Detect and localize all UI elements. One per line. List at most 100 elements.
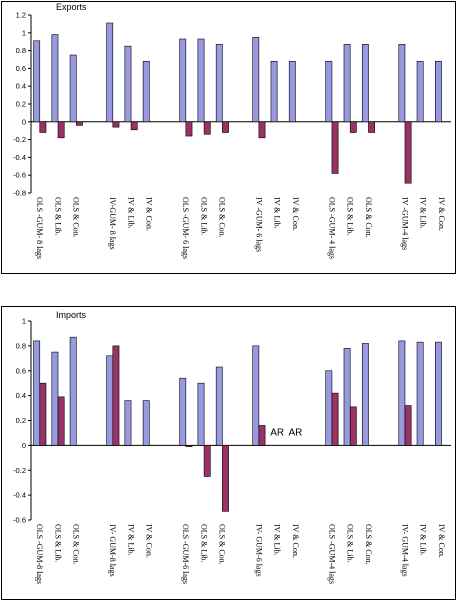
bar-series2 bbox=[39, 382, 47, 446]
y-tick-label: -0.4 bbox=[13, 491, 26, 500]
imports-chart: Imports -0.6 -0.4 -0.2 0 0.2 0.4 0.6 0.8 1 OLS -GU… bbox=[13, 310, 451, 584]
bar-series1 bbox=[51, 351, 59, 446]
category-label: OLS & Con. bbox=[72, 524, 81, 565]
bar-series2 bbox=[258, 425, 266, 446]
category-label: IV- GUM-6 lags bbox=[254, 524, 263, 577]
y-tick-label: -0.8 bbox=[13, 189, 26, 198]
y-tick-label: 0 bbox=[22, 441, 26, 450]
bar-series2 bbox=[258, 121, 266, 139]
bar-series1 bbox=[416, 341, 424, 446]
y-tick-label: 0.2 bbox=[16, 416, 26, 425]
bar-series1 bbox=[215, 366, 223, 446]
y-tick-label: 0.8 bbox=[16, 46, 26, 55]
category-label: OLS -GUM- 6 lags bbox=[181, 197, 190, 259]
y-tick-label: 1 bbox=[22, 317, 26, 326]
category-label: OLS -GUM- 4 lags bbox=[327, 197, 336, 259]
bar-series1 bbox=[51, 34, 59, 123]
bar-series1 bbox=[179, 377, 187, 446]
category-label: IV & Con. bbox=[145, 524, 154, 558]
y-tick-label: -0.2 bbox=[13, 135, 26, 144]
category-label: IV-GUM- 8 lags bbox=[108, 197, 117, 250]
exports-chart-frame bbox=[1, 1, 456, 274]
bar-series2 bbox=[222, 445, 229, 512]
y-tick-label: -0.2 bbox=[13, 466, 26, 475]
imports-chart-title: Imports bbox=[56, 310, 87, 320]
category-label: OLS -GUM-8 lags bbox=[35, 524, 44, 584]
bar-series2 bbox=[203, 121, 211, 135]
bar-series1 bbox=[124, 400, 132, 446]
bar-series2 bbox=[331, 392, 339, 446]
bar-series1 bbox=[179, 38, 187, 123]
bar-series2 bbox=[222, 121, 229, 133]
y-tick-label: 0.4 bbox=[16, 82, 26, 91]
category-label: IV & Lib. bbox=[126, 524, 135, 556]
bar-series1 bbox=[142, 400, 150, 446]
category-label: OLS & Con. bbox=[218, 524, 227, 565]
bar-series1 bbox=[106, 355, 114, 446]
bar-series1 bbox=[416, 60, 424, 123]
y-tick-label: -0.6 bbox=[13, 171, 26, 180]
bar-series2 bbox=[368, 121, 375, 133]
bar-series2 bbox=[130, 121, 138, 131]
y-tick-label: 1 bbox=[22, 28, 26, 37]
y-tick-label: 0 bbox=[22, 117, 26, 126]
bar-series2 bbox=[349, 121, 357, 133]
bar-series1 bbox=[142, 60, 150, 123]
bar-series1 bbox=[325, 60, 333, 123]
category-label: OLS -GUM- 8 lags bbox=[35, 197, 44, 259]
y-tick-label: 0.6 bbox=[16, 366, 26, 375]
bar-series1 bbox=[124, 45, 132, 123]
category-label: IV & Lib. bbox=[273, 524, 282, 556]
category-label: OLS -GUM-4 lags bbox=[327, 524, 336, 584]
category-label: OLS & Lib. bbox=[53, 197, 62, 235]
bar-series1 bbox=[197, 38, 205, 123]
bar-series1 bbox=[434, 60, 442, 123]
bar-series1 bbox=[252, 36, 260, 123]
category-label: OLS -GUM-6 lags bbox=[181, 524, 190, 584]
bar-series1 bbox=[288, 60, 296, 123]
y-tick-label: 0.2 bbox=[16, 100, 26, 109]
category-label: OLS & Con. bbox=[364, 524, 373, 565]
annotation-label: AR bbox=[270, 427, 284, 438]
bar-series1 bbox=[215, 44, 223, 123]
bar-series2 bbox=[185, 445, 193, 447]
category-label: IV & Con. bbox=[437, 524, 446, 558]
y-tick-label: 0.4 bbox=[16, 391, 26, 400]
y-tick-label: 0.6 bbox=[16, 64, 26, 73]
category-label: IV & Con. bbox=[291, 197, 300, 231]
bar-series2 bbox=[112, 121, 120, 128]
bar-series2 bbox=[112, 345, 120, 446]
y-tick-label: -0.4 bbox=[13, 153, 26, 162]
exports-chart: Exports -0.8 -0.6 -0.4 -0.2 0 0.2 0.4 0.6 0.8 1 1.2… bbox=[13, 2, 451, 259]
bar-series1 bbox=[361, 343, 369, 446]
category-label: IV -GUM- 6 lags bbox=[254, 197, 263, 252]
bar-series1 bbox=[197, 382, 205, 446]
bar-series1 bbox=[33, 40, 41, 123]
bar-series1 bbox=[69, 54, 77, 123]
category-label: OLS & Lib. bbox=[346, 524, 355, 562]
bar-series1 bbox=[343, 348, 351, 446]
bar-series2 bbox=[57, 396, 65, 446]
category-label: IV -GUM-4 lags bbox=[400, 197, 409, 250]
category-label: OLS & Con. bbox=[364, 197, 373, 238]
bar-series1 bbox=[69, 336, 77, 446]
y-tick-label: 1.2 bbox=[16, 11, 26, 20]
category-label: OLS & Con. bbox=[72, 197, 81, 238]
category-label: OLS & Lib. bbox=[199, 524, 208, 562]
bar-series2 bbox=[404, 405, 412, 446]
y-tick-label: -0.6 bbox=[13, 516, 26, 525]
category-label: OLS & Con. bbox=[218, 197, 227, 238]
category-label: IV & Con. bbox=[437, 197, 446, 231]
category-label: OLS & Lib. bbox=[199, 197, 208, 235]
bar-series1 bbox=[252, 345, 260, 446]
bar-series1 bbox=[343, 44, 351, 123]
category-label: IV & Lib. bbox=[419, 524, 428, 556]
bar-series2 bbox=[57, 121, 65, 139]
category-label: IV- GUM-4 lags bbox=[400, 524, 409, 577]
category-label: IV & Lib. bbox=[419, 197, 428, 229]
bar-series1 bbox=[325, 370, 333, 446]
bar-series1 bbox=[270, 60, 278, 123]
category-label: OLS & Lib. bbox=[53, 524, 62, 562]
bar-series2 bbox=[203, 445, 211, 477]
